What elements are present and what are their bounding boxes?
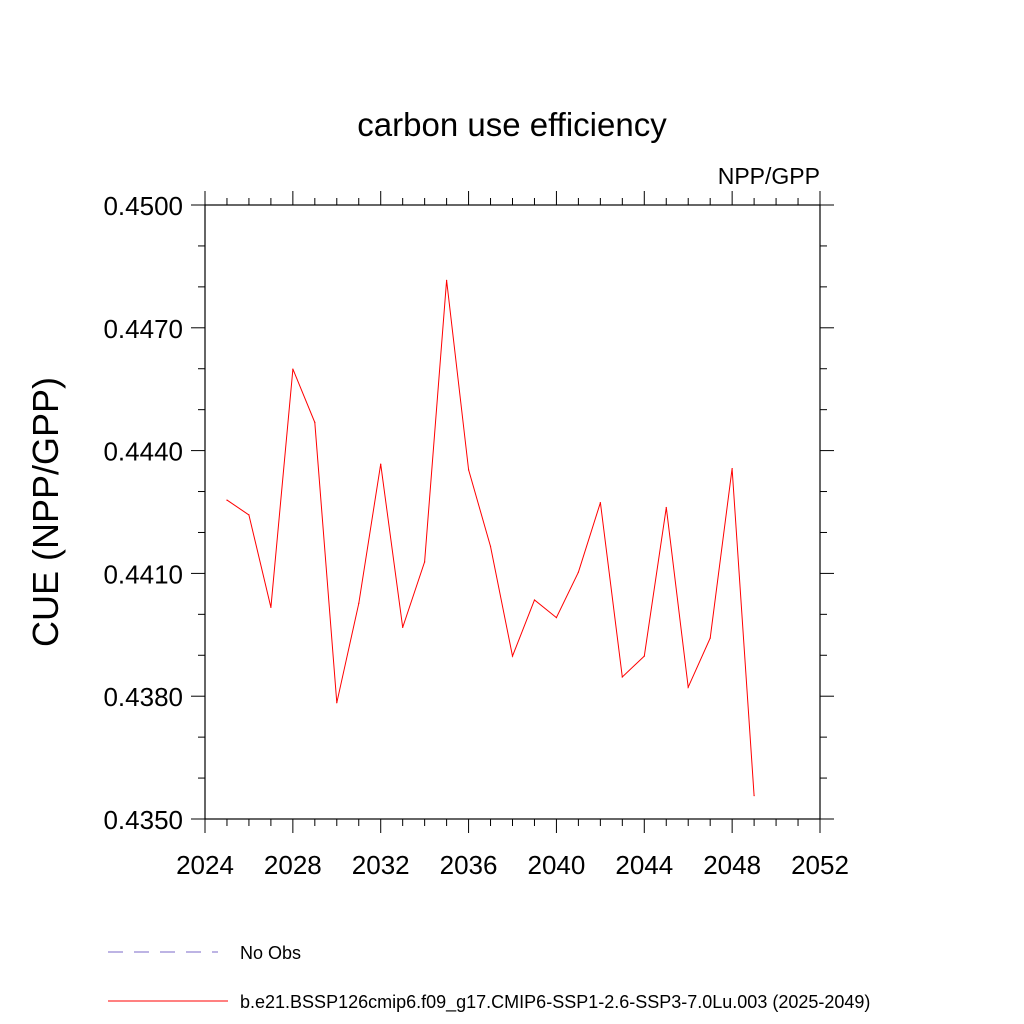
series-point	[643, 655, 645, 657]
x-tick-label: 2040	[528, 850, 586, 880]
x-tick-label: 2024	[176, 850, 234, 880]
x-tick-label: 2032	[352, 850, 410, 880]
series-point	[753, 795, 755, 797]
series-point	[314, 421, 316, 423]
legend: No Obs b.e21.BSSP126cmip6.f09_g17.CMIP6-…	[108, 943, 870, 1013]
series-point	[358, 602, 360, 604]
series-point	[577, 571, 579, 573]
series-point	[226, 499, 228, 501]
series-point	[621, 676, 623, 678]
series-point	[709, 637, 711, 639]
series-point	[292, 368, 294, 370]
plot-frame	[204, 204, 821, 820]
y-tick-label: 0.4470	[103, 314, 183, 344]
x-tick-label: 2036	[440, 850, 498, 880]
x-tick-label: 2044	[615, 850, 673, 880]
series-point	[511, 655, 514, 657]
x-tick-label: 2052	[791, 850, 849, 880]
series-point	[402, 626, 404, 629]
y-tick-label: 0.4440	[103, 437, 183, 467]
series-point	[424, 561, 426, 563]
chart-subtitle: NPP/GPP	[718, 163, 820, 189]
series-point	[731, 468, 733, 470]
axis-ticks	[191, 191, 834, 833]
y-tick-label: 0.4410	[103, 559, 183, 589]
data-series	[226, 279, 755, 797]
series-point	[336, 702, 338, 704]
series-point	[446, 279, 448, 281]
series-point	[599, 501, 601, 504]
x-tick-label: 2028	[264, 850, 322, 880]
axis-tick-labels: 2024 2028 2032 2036 2040 2044 2048 2052 0.4350 0.…	[103, 191, 848, 880]
series-point	[555, 617, 558, 619]
series-line	[226, 280, 755, 796]
x-tick-label: 2048	[703, 850, 761, 880]
series-point	[380, 463, 382, 465]
y-axis-label: CUE (NPP/GPP)	[25, 377, 66, 647]
series-point	[270, 606, 272, 608]
chart-title: carbon use efficiency	[357, 106, 667, 143]
series-point	[533, 599, 536, 601]
y-tick-label: 0.4380	[103, 682, 183, 712]
series-point	[687, 686, 689, 688]
series-point	[467, 469, 470, 471]
series-point	[489, 545, 492, 547]
legend-label-no-obs: No Obs	[240, 943, 301, 963]
legend-label-model-run: b.e21.BSSP126cmip6.f09_g17.CMIP6-SSP1-2.…	[240, 992, 870, 1013]
y-tick-label: 0.4350	[103, 805, 183, 835]
series-point	[248, 514, 250, 516]
series-point	[665, 506, 667, 509]
y-tick-label: 0.4500	[103, 191, 183, 221]
